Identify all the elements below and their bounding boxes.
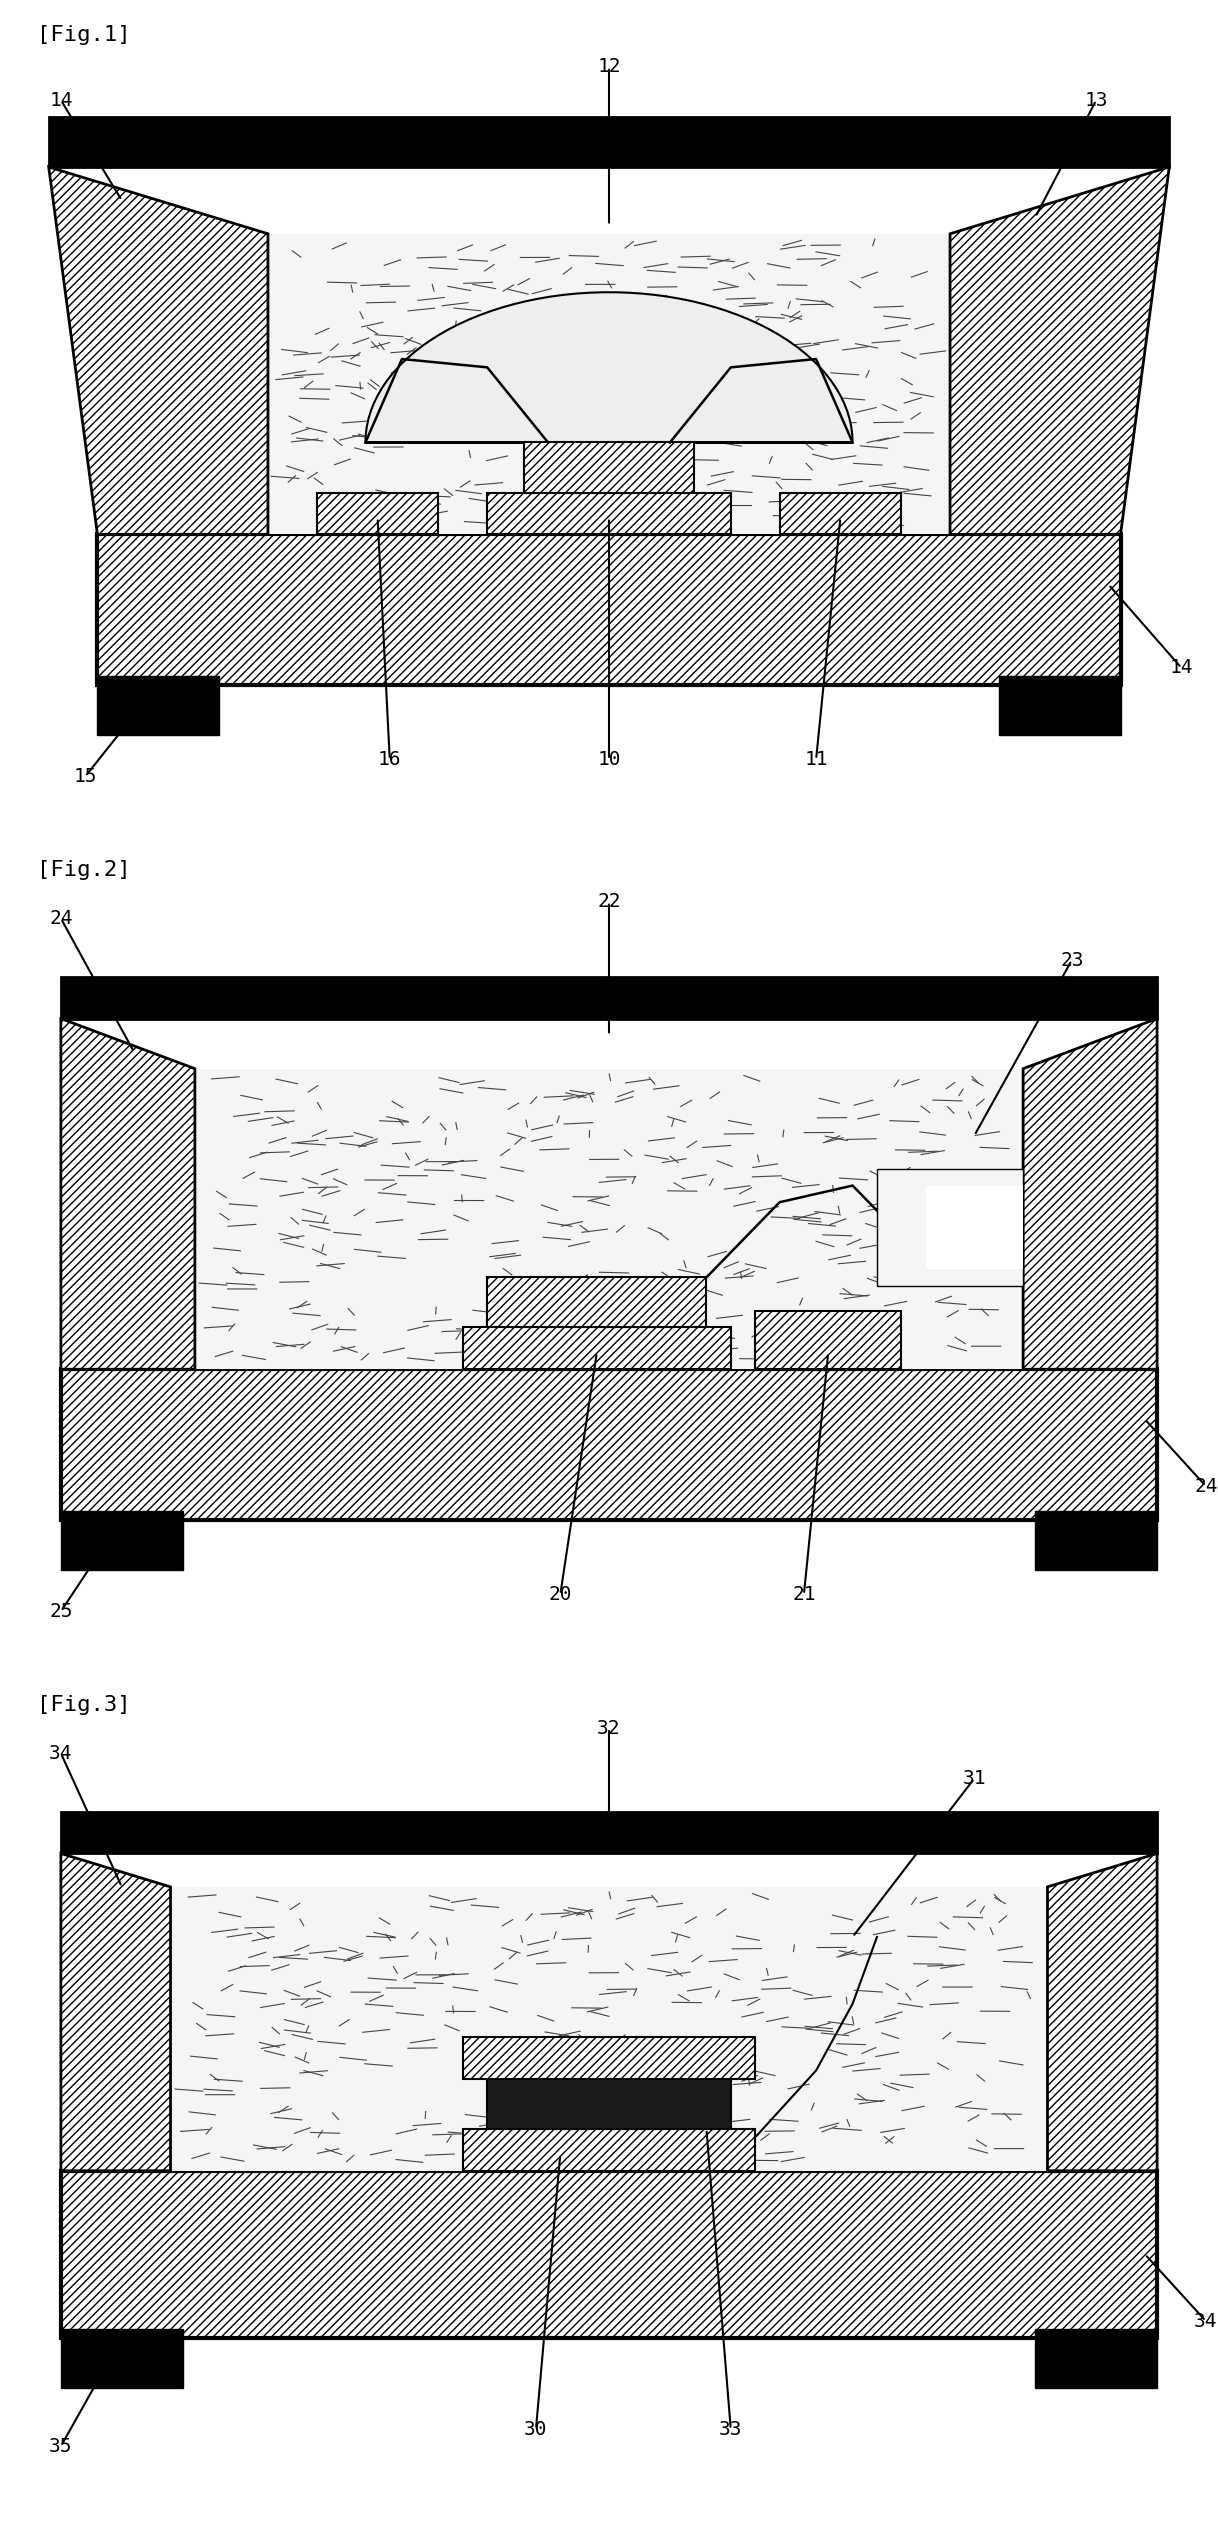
Text: 21: 21: [792, 1586, 816, 1604]
Bar: [61, 1510, 183, 1569]
Text: 12: 12: [597, 58, 621, 76]
Polygon shape: [1023, 1020, 1157, 1369]
Text: 30: 30: [524, 2421, 548, 2439]
Text: 35: 35: [49, 2436, 73, 2457]
Polygon shape: [49, 116, 1169, 167]
Text: 16: 16: [378, 751, 402, 769]
Bar: [463, 2037, 755, 2080]
Bar: [1035, 2330, 1157, 2388]
Polygon shape: [365, 293, 853, 443]
Polygon shape: [61, 1811, 1157, 1854]
Bar: [755, 1311, 901, 1369]
Bar: [97, 676, 219, 734]
Polygon shape: [61, 1020, 195, 1369]
Text: 13: 13: [1084, 91, 1108, 109]
Text: 34: 34: [1194, 2312, 1218, 2330]
Polygon shape: [49, 167, 268, 534]
Text: 24: 24: [1194, 1478, 1218, 1495]
Bar: [524, 443, 694, 493]
Text: 15: 15: [73, 767, 97, 787]
Text: 24: 24: [49, 908, 73, 929]
Text: 34: 34: [49, 1743, 73, 1763]
Text: [Fig.1]: [Fig.1]: [37, 25, 130, 46]
Bar: [463, 2128, 755, 2171]
Text: 23: 23: [1060, 951, 1084, 969]
Polygon shape: [61, 977, 1157, 1020]
Polygon shape: [1047, 1854, 1157, 2171]
Text: 11: 11: [804, 751, 828, 769]
Bar: [780, 493, 901, 534]
Text: 31: 31: [962, 1768, 987, 1789]
Polygon shape: [877, 1169, 1023, 1285]
Bar: [1035, 1510, 1157, 1569]
Polygon shape: [195, 1068, 1023, 1369]
Bar: [463, 1328, 731, 1369]
Text: 14: 14: [1169, 658, 1194, 678]
Text: 14: 14: [49, 91, 73, 109]
Polygon shape: [268, 233, 950, 534]
Polygon shape: [61, 1854, 171, 2171]
Bar: [487, 2080, 731, 2130]
Bar: [487, 493, 731, 534]
Bar: [97, 534, 1121, 686]
Text: 32: 32: [597, 1718, 621, 1738]
Bar: [999, 676, 1121, 734]
Text: 33: 33: [719, 2421, 743, 2439]
Polygon shape: [926, 1187, 1023, 1270]
Bar: [317, 493, 438, 534]
Text: 10: 10: [597, 751, 621, 769]
Bar: [487, 1278, 706, 1328]
Text: [Fig.2]: [Fig.2]: [37, 860, 130, 880]
Text: 22: 22: [597, 893, 621, 911]
Text: 20: 20: [548, 1586, 572, 1604]
Polygon shape: [171, 1887, 1047, 2171]
Polygon shape: [950, 167, 1169, 534]
Bar: [61, 1369, 1157, 1521]
Bar: [61, 2330, 183, 2388]
Text: [Fig.3]: [Fig.3]: [37, 1695, 130, 1715]
Text: 25: 25: [49, 1601, 73, 1622]
Bar: [61, 2171, 1157, 2338]
